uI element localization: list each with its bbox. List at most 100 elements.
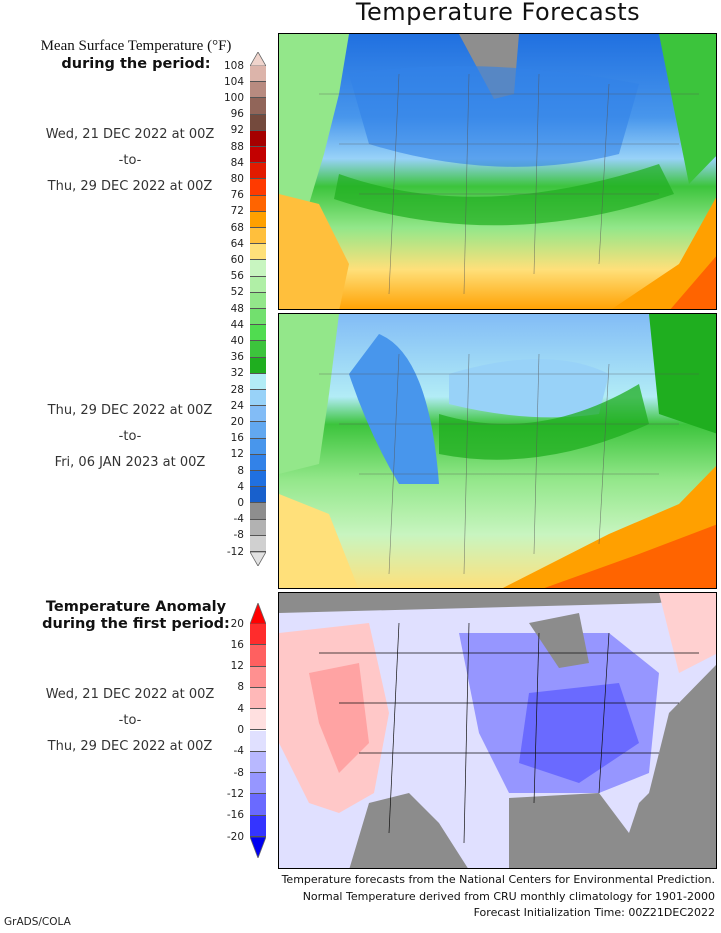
footer-normal-line: Normal Temperature derived from CRU mont… (302, 890, 715, 903)
temperature-map-period-2 (278, 313, 717, 589)
colorbar-band (250, 66, 266, 83)
colorbar-tick-label: 20 (230, 617, 244, 630)
colorbar-tick-label: 56 (230, 270, 244, 283)
anomaly-legend-heading: Temperature Anomaly (45, 599, 227, 615)
period-separator: -to- (118, 429, 142, 444)
period-start: Thu, 29 DEC 2022 at 00Z (47, 403, 213, 418)
period-2-label: Thu, 29 DEC 2022 at 00Z -to- Fri, 06 JAN… (20, 398, 240, 476)
anomaly-period-label: Wed, 21 DEC 2022 at 00Z -to- Thu, 29 DEC… (20, 682, 240, 760)
colorbar-band (250, 645, 266, 667)
period-separator: -to- (118, 153, 142, 168)
mean-legend-subheading: during the period: (61, 56, 211, 72)
colorbar-tick-label: 84 (230, 156, 244, 169)
colorbar-tick-label: 72 (230, 205, 244, 218)
colorbar-band (250, 390, 266, 407)
colorbar-band (250, 624, 266, 646)
colorbar-tick-label: -12 (226, 545, 244, 558)
colorbar-tick-label: 100 (223, 91, 244, 104)
colorbar-band (250, 406, 266, 423)
colorbar-band (250, 147, 266, 164)
colorbar-tick-label: 88 (230, 140, 244, 153)
colorbar-band (250, 309, 266, 326)
colorbar-tick-label: 8 (237, 464, 244, 477)
colorbar-tick-label: 60 (230, 253, 244, 266)
colorbar-tick-label: -20 (226, 830, 244, 843)
colorbar-band (250, 114, 266, 131)
colorbar-tick-label: 36 (230, 351, 244, 364)
colorbar-tick-label: 32 (230, 367, 244, 380)
colorbar-band (250, 292, 266, 309)
colorbar-band (250, 487, 266, 504)
grads-credit: GrADS/COLA (4, 916, 71, 928)
colorbar-band (250, 454, 266, 471)
colorbar-arrow-bottom (250, 837, 266, 858)
colorbar-tick-label: -12 (226, 787, 244, 800)
temperature-anomaly-map (278, 592, 717, 869)
colorbar-band (250, 773, 266, 795)
colorbar-tick-label: 12 (230, 660, 244, 673)
colorbar-band (250, 325, 266, 342)
colorbar-tick-label: 0 (237, 724, 244, 736)
period-end: Thu, 29 DEC 2022 at 00Z (47, 179, 213, 194)
colorbar-band (250, 260, 266, 277)
colorbar-tick-label: 20 (230, 415, 244, 428)
colorbar-tick-label: 12 (230, 448, 244, 461)
colorbar-band (250, 535, 266, 552)
colorbar-arrow-bottom (250, 552, 266, 566)
colorbar-tick-label: 96 (230, 108, 244, 121)
anomaly-legend-subheading: during the first period: (42, 616, 230, 632)
colorbar-tick-label: 64 (230, 237, 244, 250)
colorbar-band (250, 357, 266, 374)
colorbar-band (250, 276, 266, 293)
colorbar-tick-label: -4 (233, 745, 244, 758)
colorbar-tick-label: 48 (230, 302, 244, 315)
footer-init-time: Forecast Initialization Time: 00Z21DEC20… (473, 906, 715, 919)
colorbar-band (250, 179, 266, 196)
figure-title: Temperature Forecasts (355, 0, 641, 26)
colorbar-band (250, 130, 266, 147)
period-1-label: Wed, 21 DEC 2022 at 00Z -to- Thu, 29 DEC… (20, 122, 240, 200)
colorbar-band (250, 163, 266, 180)
colorbar-band (250, 211, 266, 228)
colorbar-tick-label: 76 (230, 189, 244, 202)
colorbar-tick-label: 104 (223, 75, 244, 88)
anomaly-colorbar: 20 16 12 8 4 0 -4 -8 -12 -16 -20 (227, 603, 266, 858)
colorbar-tick-label: -4 (233, 513, 244, 526)
colorbar-band (250, 341, 266, 358)
colorbar-tick-label: 68 (230, 221, 244, 234)
colorbar-tick-label: 108 (223, 59, 244, 72)
mean-legend-heading: Mean Surface Temperature (°F) (40, 38, 232, 54)
colorbar-band (250, 815, 266, 837)
colorbar-band (250, 709, 266, 731)
period-separator: -to- (118, 713, 142, 728)
colorbar-arrow-top (250, 52, 266, 66)
colorbar-band (250, 228, 266, 245)
colorbar-arrow-top (250, 603, 266, 624)
colorbar-tick-label: 40 (230, 334, 244, 347)
colorbar-band (250, 730, 266, 752)
colorbar-band (250, 794, 266, 816)
colorbar-tick-label: 16 (230, 432, 244, 445)
colorbar-tick-label: -8 (233, 766, 244, 779)
colorbar-tick-label: 8 (237, 681, 244, 694)
colorbar-band (250, 687, 266, 710)
colorbar-band (250, 666, 266, 688)
colorbar-band (250, 751, 266, 774)
temperature-map-period-1 (278, 33, 717, 310)
colorbar-band (250, 373, 266, 390)
colorbar-tick-label: 24 (230, 399, 244, 412)
colorbar-tick-label: 44 (230, 318, 244, 331)
colorbar-band (250, 438, 266, 455)
colorbar-tick-label: 16 (230, 638, 244, 651)
period-end: Fri, 06 JAN 2023 at 00Z (54, 455, 206, 470)
colorbar-tick-label: -8 (233, 529, 244, 542)
colorbar-band (250, 422, 266, 439)
period-start: Wed, 21 DEC 2022 at 00Z (45, 127, 215, 142)
colorbar-tick-label: 28 (230, 383, 244, 396)
colorbar-band (250, 82, 266, 99)
footer-source-line: Temperature forecasts from the National … (281, 873, 715, 886)
period-end: Thu, 29 DEC 2022 at 00Z (47, 739, 213, 754)
mean-temperature-colorbar: 108 104 100 96 92 88 84 80 76 72 68 64 60 56 52 48 44 40 3… (224, 52, 266, 566)
colorbar-band (250, 503, 266, 520)
colorbar-band (250, 244, 266, 261)
